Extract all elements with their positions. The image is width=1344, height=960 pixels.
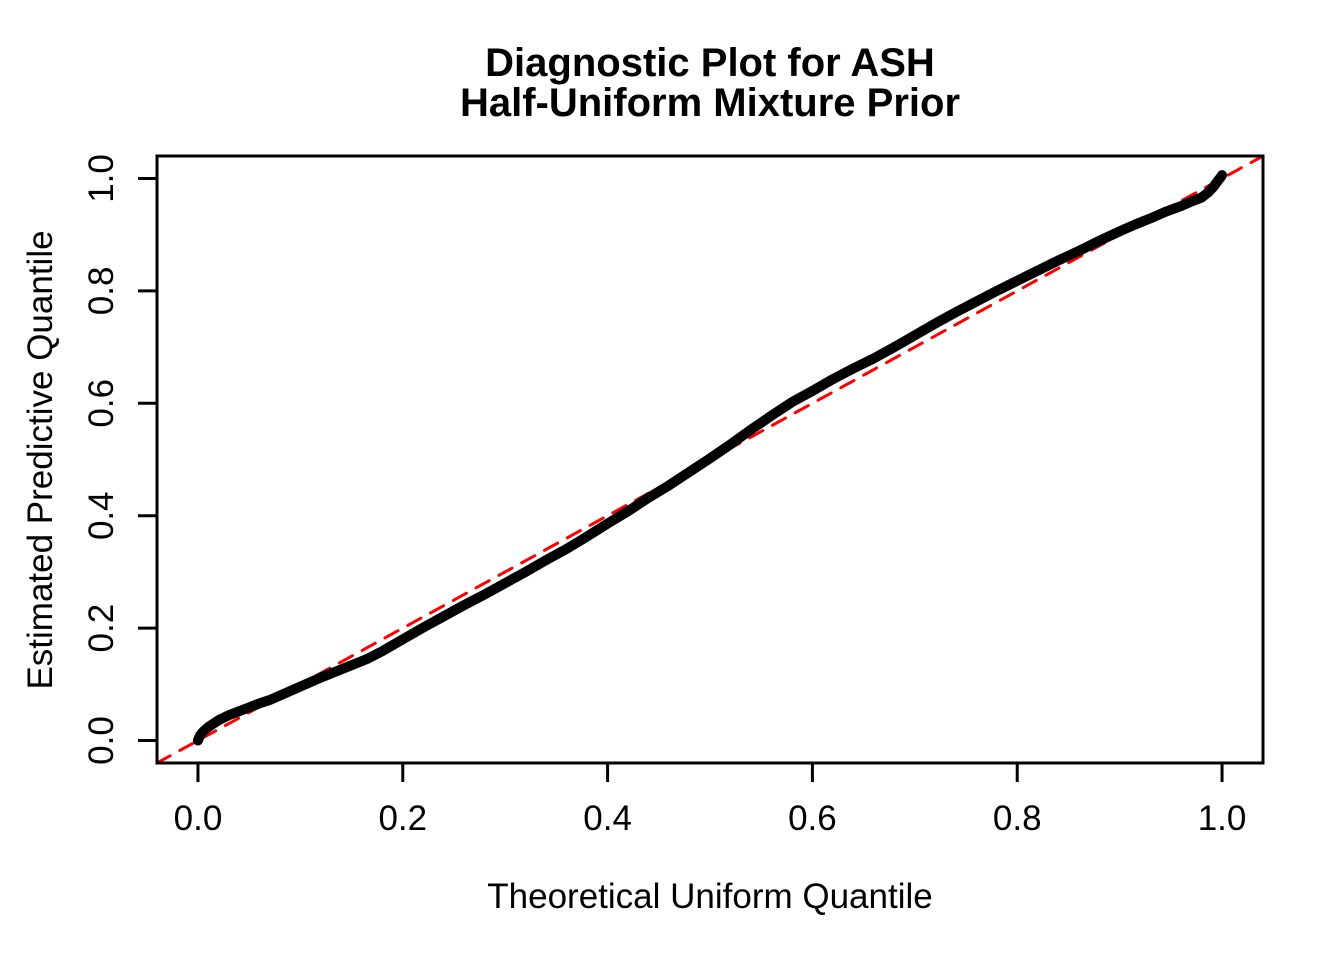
y-tick-label: 0.2 xyxy=(82,604,121,653)
y-axis-title: Estimated Predictive Quantile xyxy=(21,230,60,689)
x-axis-title: Theoretical Uniform Quantile xyxy=(487,877,932,916)
x-tick-label: 0.0 xyxy=(174,799,223,838)
y-tick-label: 0.4 xyxy=(82,491,121,540)
x-tick-label: 1.0 xyxy=(1198,799,1247,838)
plot-box xyxy=(155,154,1265,765)
x-tick-label: 0.6 xyxy=(788,799,837,838)
y-axis: 0.0 0.2 0.4 0.6 0.8 1.0 xyxy=(82,154,157,765)
plot-title-line-2: Half-Uniform Mixture Prior xyxy=(460,81,960,125)
y-tick-label: 0.6 xyxy=(82,379,121,428)
x-axis: 0.0 0.2 0.4 0.6 0.8 1.0 xyxy=(174,763,1247,838)
x-tick-label: 0.2 xyxy=(378,799,427,838)
y-tick-label: 0.0 xyxy=(82,716,121,765)
plot-series xyxy=(155,154,1265,765)
x-tick-label: 0.8 xyxy=(993,799,1042,838)
plot-title-line-1: Diagnostic Plot for ASH xyxy=(485,41,935,85)
estimated-vs-theoretical-quantile-curve xyxy=(192,170,1228,746)
x-tick-label: 0.4 xyxy=(583,799,632,838)
y-tick-label: 1.0 xyxy=(82,154,121,203)
y-tick-label: 0.8 xyxy=(82,267,121,316)
